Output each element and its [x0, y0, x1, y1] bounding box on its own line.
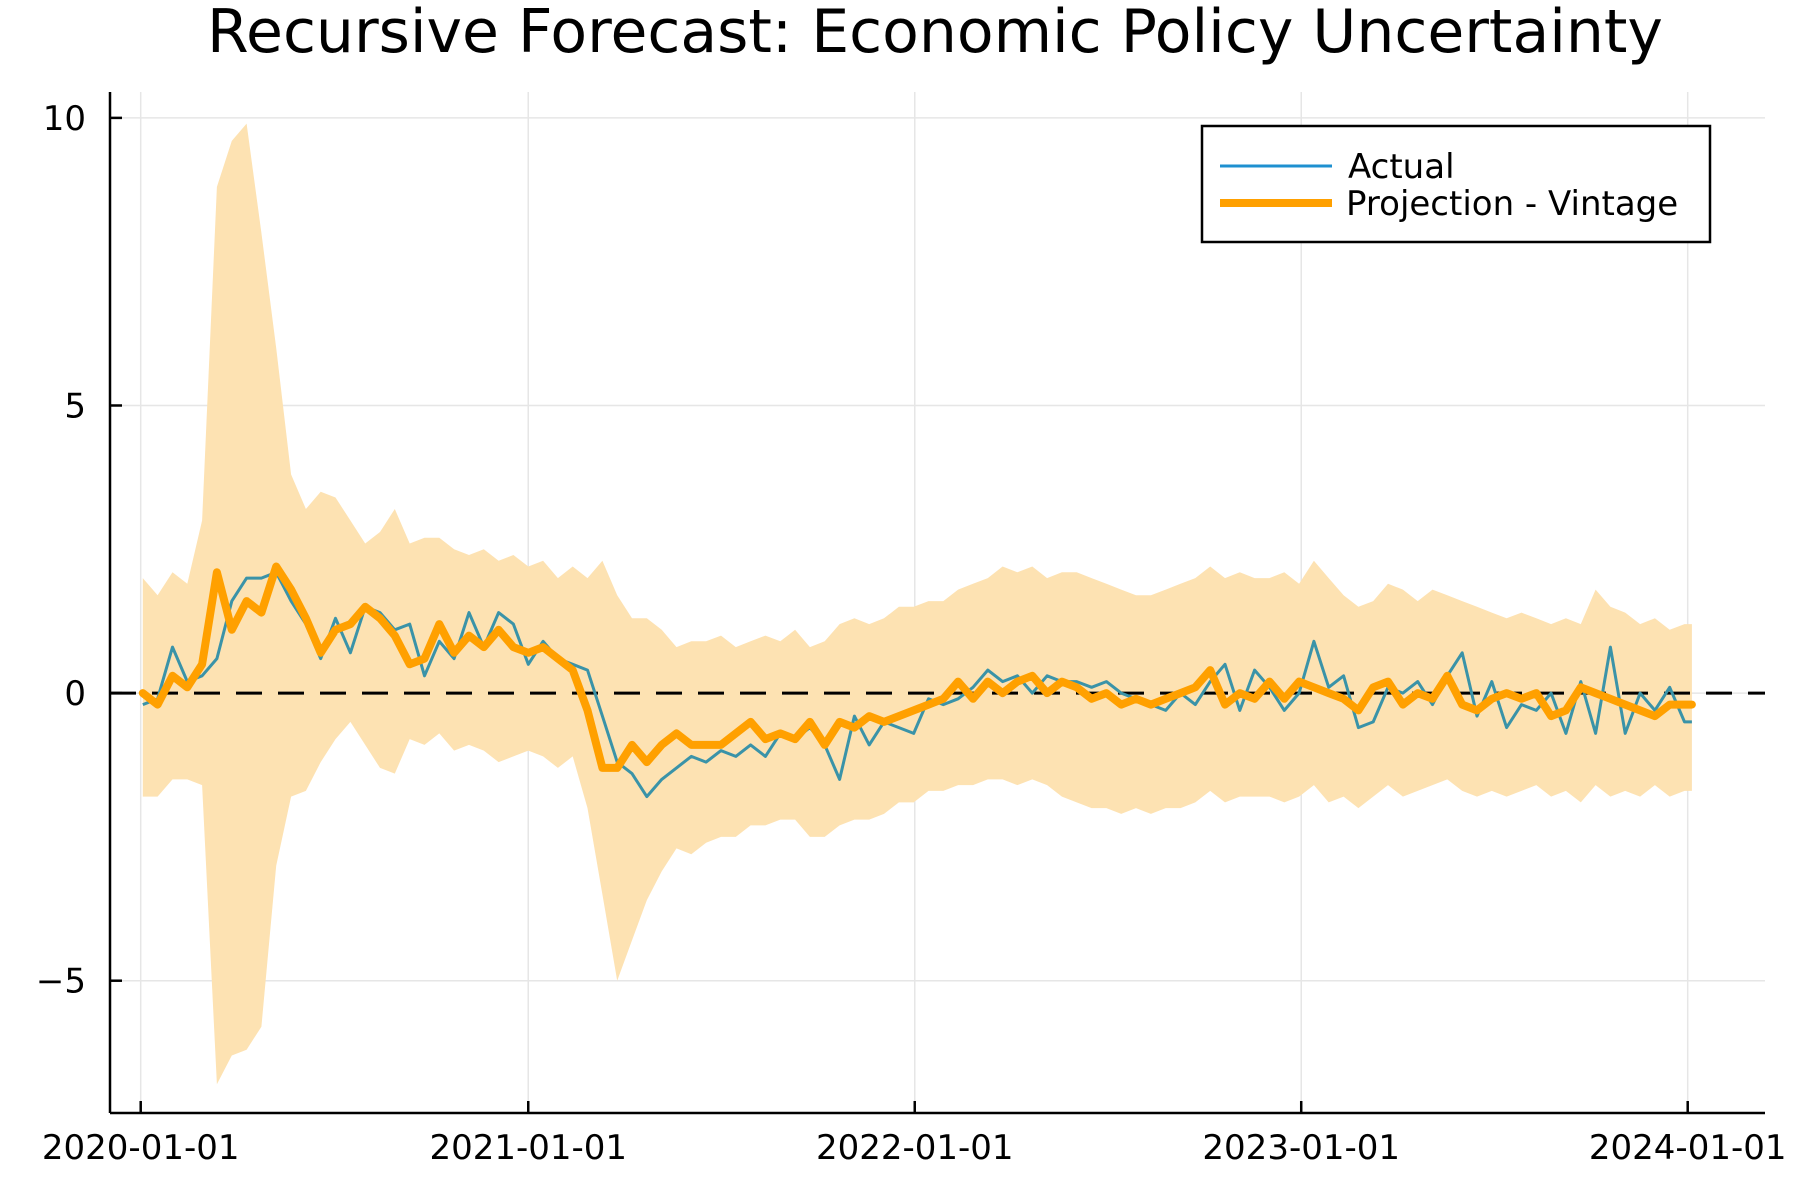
legend-label-projection: Projection - Vintage: [1346, 184, 1678, 224]
y-tick-label: 10: [43, 99, 86, 139]
y-tick-label: 5: [64, 386, 86, 426]
forecast-band: [142, 123, 1692, 1085]
axes: [108, 92, 1765, 1115]
x-tick-label: 2023-01-01: [1202, 1128, 1400, 1168]
x-tick-label: 2024-01-01: [1589, 1128, 1787, 1168]
chart-title: Recursive Forecast: Economic Policy Unce…: [207, 0, 1663, 67]
x-tick-label: 2020-01-01: [42, 1128, 240, 1168]
x-tick-label: 2022-01-01: [816, 1128, 1014, 1168]
legend-box: [1200, 124, 1712, 244]
y-tick-label: −5: [36, 962, 86, 1002]
x-tick-label: 2021-01-01: [429, 1128, 627, 1168]
legend-label-actual: Actual: [1348, 147, 1455, 187]
y-ticks: 10 5 0 −5: [36, 99, 122, 1002]
projection-series-line: [138, 562, 1696, 772]
y-tick-label: 0: [64, 674, 86, 714]
x-ticks: 2020-01-01 2021-01-01 2022-01-01 2023-01-01…: [42, 1101, 1787, 1168]
legend: Actual Projection - Vintage: [1200, 124, 1712, 244]
grid: [110, 92, 1765, 1113]
